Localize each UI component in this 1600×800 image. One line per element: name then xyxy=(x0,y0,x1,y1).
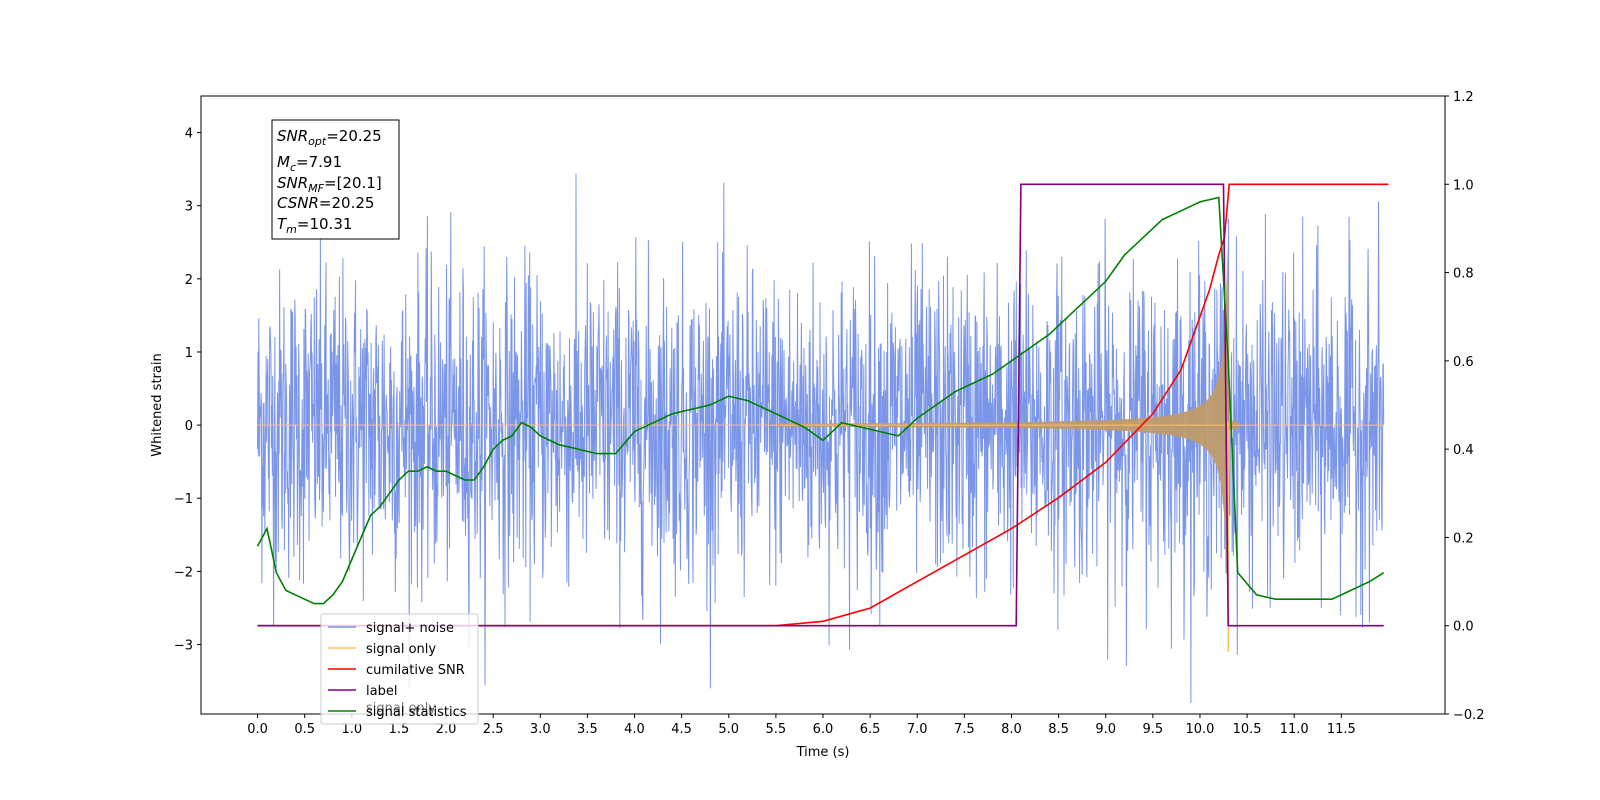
x-tick-label: 5.0 xyxy=(718,722,739,737)
x-tick-label: 8.0 xyxy=(1001,722,1022,737)
legend-label: signal statistics xyxy=(366,705,467,720)
x-tick-label: 5.5 xyxy=(766,722,787,737)
y-tick-right-label: 0.6 xyxy=(1453,355,1474,370)
y-tick-right-label: 0.8 xyxy=(1453,267,1474,282)
x-tick-label: 8.5 xyxy=(1048,722,1069,737)
annot-snr-mf: SNRMF=[20.1] xyxy=(277,174,382,195)
y-tick-left-label: −2 xyxy=(174,565,193,580)
y-tick-right-label: 0.4 xyxy=(1453,443,1474,458)
x-tick-label: 6.5 xyxy=(860,722,881,737)
legend-label: signal+ noise xyxy=(366,621,454,636)
annot-snr-opt: SNRopt=20.25 xyxy=(277,127,382,148)
y-tick-right-label: 0.0 xyxy=(1453,620,1474,635)
y-tick-left-label: 0 xyxy=(185,419,193,434)
x-tick-label: 2.5 xyxy=(483,722,504,737)
x-tick-label: 10.0 xyxy=(1185,722,1214,737)
y-tick-right-label: −0.2 xyxy=(1453,708,1485,723)
legend-label: signal only xyxy=(366,642,436,657)
x-tick-label: 6.0 xyxy=(813,722,834,737)
y-tick-left-label: 3 xyxy=(185,200,193,215)
y-tick-left-label: −3 xyxy=(174,639,193,654)
x-tick-label: 4.5 xyxy=(671,722,692,737)
y-tick-right-label: 0.2 xyxy=(1453,531,1474,546)
x-tick-label: 7.5 xyxy=(954,722,975,737)
stats-annotation-box: SNRopt=20.25 Mc=7.91 SNRMF=[20.1] CSNR=2… xyxy=(271,119,400,240)
x-tick-label: 9.0 xyxy=(1095,722,1116,737)
x-tick-label: 0.0 xyxy=(247,722,268,737)
legend-hidden-label: signal only xyxy=(366,701,436,716)
series-label xyxy=(257,183,1384,627)
legend-label: label xyxy=(366,684,397,699)
x-tick-label: 4.0 xyxy=(624,722,645,737)
y-axis-label: Whitened strain xyxy=(150,353,165,456)
annot-mc: Mc=7.91 xyxy=(277,153,342,174)
x-tick-label: 1.5 xyxy=(389,722,410,737)
x-tick-label: 1.0 xyxy=(341,722,362,737)
y-axis-left: −3 −2 −1 0 1 2 3 4 xyxy=(174,127,201,654)
x-axis: 0.0 0.5 1.0 1.5 2.0 2.5 3.0 3.5 4.0 4.5 5.0 5.5 6.0 6… xyxy=(247,714,1356,737)
y-tick-right-label: 1.2 xyxy=(1453,90,1474,105)
y-tick-left-label: 4 xyxy=(185,127,193,142)
x-axis-label: Time (s) xyxy=(796,745,850,760)
legend-label: cumilative SNR xyxy=(366,663,465,678)
x-tick-label: 7.0 xyxy=(907,722,928,737)
series-signal-statistics xyxy=(256,196,1385,605)
annot-tm: Tm=10.31 xyxy=(277,215,352,236)
x-tick-label: 11.5 xyxy=(1327,722,1356,737)
x-tick-label: 3.5 xyxy=(577,722,598,737)
y-tick-right-label: 1.0 xyxy=(1453,178,1474,193)
x-tick-label: 10.5 xyxy=(1233,722,1262,737)
x-tick-label: 9.5 xyxy=(1143,722,1164,737)
x-tick-label: 2.0 xyxy=(436,722,457,737)
x-tick-label: 3.0 xyxy=(530,722,551,737)
y-tick-left-label: 2 xyxy=(185,273,193,288)
series-cumulative-snr xyxy=(257,183,1389,627)
legend: signal only signal+ noise signal only cumi… xyxy=(320,613,479,725)
x-tick-label: 0.5 xyxy=(294,722,315,737)
y-tick-left-label: 1 xyxy=(185,346,193,361)
plot-area xyxy=(256,173,1389,704)
annot-csnr: CSNR=20.25 xyxy=(277,194,374,212)
y-axis-right: −0.2 0.0 0.2 0.4 0.6 0.8 1.0 1.2 xyxy=(1445,90,1485,723)
x-tick-label: 11.0 xyxy=(1280,722,1309,737)
y-tick-left-label: −1 xyxy=(174,492,193,507)
